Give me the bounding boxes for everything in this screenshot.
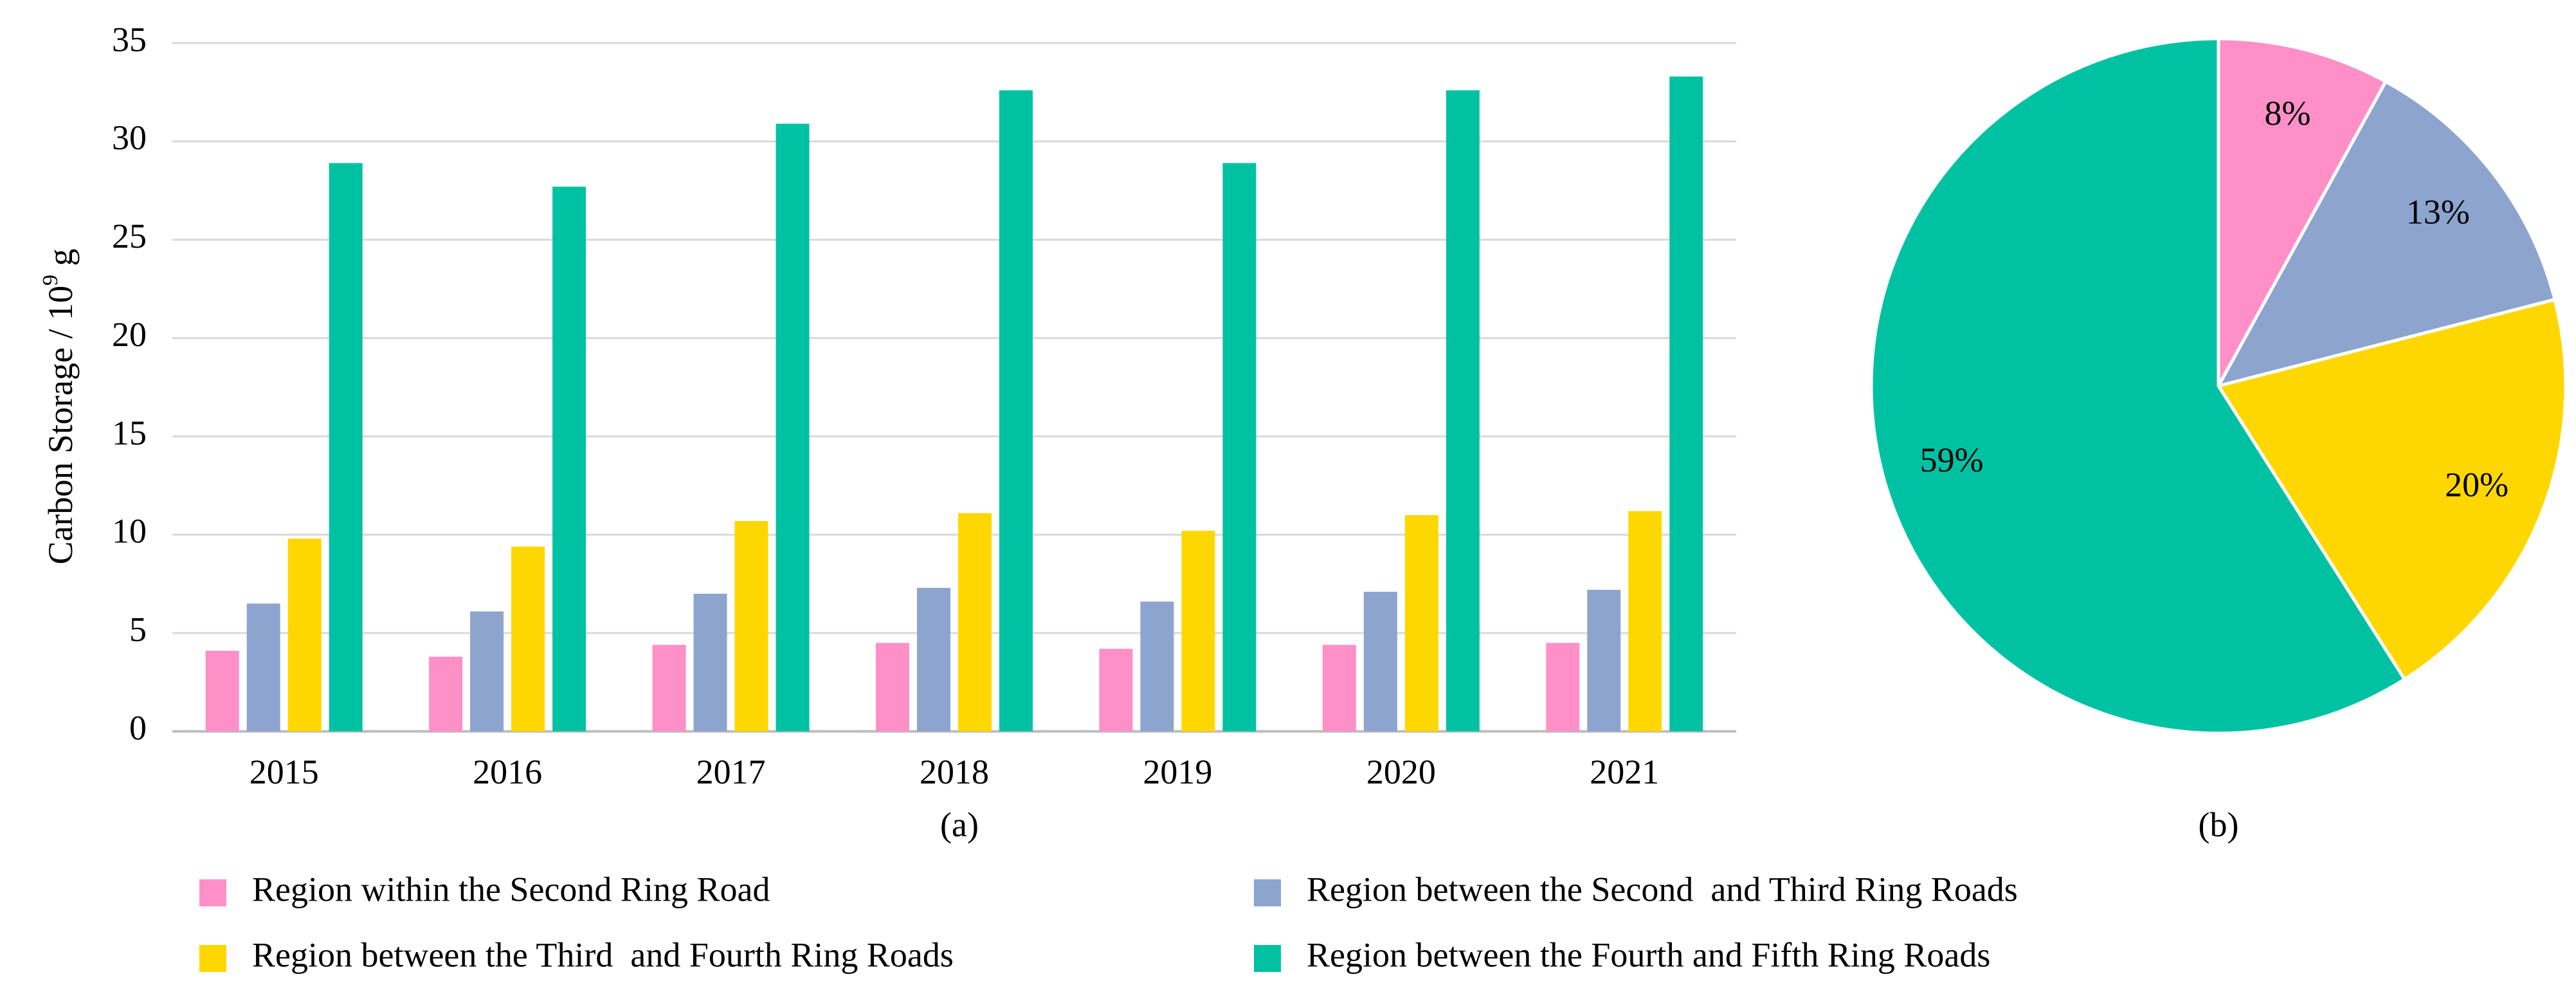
pie-slice-label: 8%	[2264, 94, 2310, 133]
bar-2019-series-2	[1140, 601, 1174, 731]
bar-2020-series-2	[1363, 591, 1397, 731]
bar-2017-series-1	[652, 645, 686, 731]
bar-2016-series-1	[429, 656, 463, 731]
x-tick-label: 2018	[920, 753, 989, 791]
y-tick-label: 10	[112, 512, 147, 551]
legend-item: Region between the Fourth and Fifth Ring…	[1254, 935, 1990, 974]
x-tick-label: 2017	[696, 753, 766, 791]
bar-2015-series-3	[287, 538, 322, 731]
pie-slice-label: 13%	[2406, 193, 2470, 232]
bar-2020-series-1	[1322, 645, 1356, 731]
y-tick-label: 15	[112, 414, 147, 452]
bar-2017-series-2	[693, 594, 727, 731]
bar-chart-bars	[205, 76, 1703, 732]
y-axis-title-unit: g	[41, 249, 80, 275]
x-tick-label: 2016	[473, 753, 542, 791]
panel-label-a: (a)	[940, 805, 979, 844]
pie-chart-slices	[1869, 37, 2568, 735]
bar-chart-y-tick-labels: 0 5 10 15 20 25 30 35	[112, 20, 147, 747]
legend-label: Region between the Second and Third Ring…	[1307, 870, 2018, 908]
pie-slice-4	[1869, 37, 2407, 735]
legend-label: Region between the Fourth and Fifth Ring…	[1307, 935, 1990, 974]
bar-2016-series-3	[511, 546, 545, 731]
pie-chart-panel: 8% 13% 20% 59% (b)	[1869, 37, 2568, 844]
bar-2020-series-4	[1446, 90, 1480, 731]
legend-label: Region within the Second Ring Road	[252, 870, 770, 908]
y-tick-label: 35	[112, 20, 147, 59]
legend-swatch	[1254, 879, 1281, 906]
y-tick-label: 0	[129, 708, 147, 747]
pie-slice-3	[2216, 297, 2568, 682]
x-tick-label: 2021	[1590, 753, 1659, 791]
bar-chart-gridlines	[172, 42, 1736, 733]
bar-2018-series-1	[876, 643, 909, 731]
y-tick-label: 5	[129, 610, 147, 649]
legend-label: Region between the Third and Fourth Ring…	[252, 935, 954, 974]
y-tick-label: 20	[112, 315, 147, 354]
legend-item: Region within the Second Ring Road	[199, 870, 770, 908]
legend-swatch	[199, 945, 226, 972]
bar-chart-x-tick-labels: 2015 2016 2017 2018 2019 2020 2021	[249, 753, 1660, 791]
x-tick-label: 2019	[1143, 753, 1212, 791]
panel-label-b: (b)	[2199, 805, 2239, 844]
legend-swatch	[199, 879, 226, 906]
bar-2015-series-4	[329, 163, 363, 731]
bar-2019-series-4	[1222, 163, 1256, 731]
bar-2017-series-4	[776, 124, 810, 732]
bar-2017-series-3	[734, 520, 768, 731]
bar-2021-series-4	[1669, 76, 1703, 731]
y-axis-title-exponent: 9	[39, 275, 62, 286]
y-axis-title: Carbon Storage / 109 g	[39, 249, 80, 565]
x-tick-label: 2020	[1366, 753, 1436, 791]
y-tick-label: 30	[112, 118, 147, 157]
pie-chart-labels: 8% 13% 20% 59%	[1920, 94, 2508, 504]
bar-2021-series-3	[1628, 511, 1662, 731]
bar-2020-series-3	[1404, 515, 1438, 731]
y-axis-title-main: Carbon Storage / 10	[41, 286, 80, 564]
pie-slice-label: 20%	[2445, 465, 2508, 504]
legend-item: Region between the Second and Third Ring…	[1254, 870, 2018, 908]
bar-2021-series-1	[1546, 643, 1580, 731]
bar-2021-series-2	[1587, 589, 1621, 731]
bar-2018-series-3	[958, 513, 992, 731]
bar-2018-series-2	[917, 587, 950, 731]
bar-2019-series-3	[1181, 531, 1215, 731]
x-tick-label: 2015	[249, 753, 319, 791]
bar-2018-series-4	[999, 90, 1033, 731]
bar-2015-series-2	[246, 603, 280, 731]
y-tick-label: 25	[112, 217, 147, 255]
legend-swatch	[1254, 945, 1281, 972]
chart-legend: Region within the Second Ring Road Region…	[199, 870, 2018, 974]
bar-2016-series-4	[552, 187, 586, 732]
bar-2016-series-2	[470, 611, 504, 731]
legend-item: Region between the Third and Fourth Ring…	[199, 935, 954, 974]
pie-slice-label: 59%	[1920, 441, 1984, 479]
bar-2019-series-1	[1099, 648, 1133, 731]
pie-slice-2	[2215, 79, 2557, 389]
bar-2015-series-1	[205, 650, 239, 731]
pie-slice-1	[2217, 37, 2388, 387]
